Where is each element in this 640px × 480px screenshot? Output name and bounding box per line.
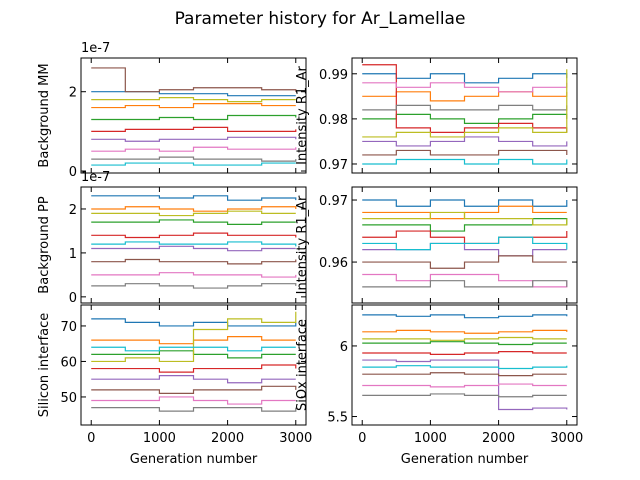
trace-line <box>362 350 567 356</box>
trace-line <box>362 359 568 411</box>
trace-line <box>91 219 296 225</box>
y-axis-label: SiOx interface <box>295 319 310 411</box>
trace-line <box>362 218 568 232</box>
trace-line <box>362 383 567 388</box>
y-tick-label: 0.96 <box>319 256 348 271</box>
x-tick-label: 1000 <box>143 431 176 446</box>
y-tick-label: 0.97 <box>319 194 348 209</box>
y-axis-label: Background MM <box>37 63 52 167</box>
x-tick-label: 2000 <box>482 431 515 446</box>
y-tick-label: 2 <box>69 203 77 218</box>
y-tick-label: 2 <box>69 86 77 101</box>
axes-frame <box>80 186 307 304</box>
trace-line <box>91 136 297 142</box>
plot-area <box>81 187 306 303</box>
trace-line <box>91 272 297 278</box>
y-tick-label: 1 <box>69 247 77 262</box>
y-axis-label: Intensity R1_Ar <box>295 65 310 164</box>
trace-line <box>362 393 567 398</box>
x-tick-label: 3000 <box>279 431 312 446</box>
trace-line <box>91 346 296 352</box>
trace-line <box>362 280 568 288</box>
plot-area <box>352 58 577 173</box>
y-axis-label: Intensity R1_Ar <box>295 195 310 294</box>
trace-line <box>362 255 567 269</box>
trace-line <box>91 114 297 121</box>
offset-text: 1e-7 <box>81 41 110 56</box>
trace-line <box>91 407 297 412</box>
axes-frame <box>80 304 307 426</box>
trace-line <box>91 97 296 103</box>
y-tick-label: 60 <box>60 355 77 370</box>
x-tick-label: 0 <box>358 431 366 446</box>
x-tick-label: 3000 <box>550 431 583 446</box>
trace-line <box>362 69 568 138</box>
trace-line <box>91 241 297 247</box>
trace-line <box>362 158 568 165</box>
y-tick-label: 50 <box>60 391 77 406</box>
trace-line <box>91 396 296 405</box>
trace-line <box>91 67 297 93</box>
axes-frame <box>351 304 578 426</box>
trace-line <box>91 210 296 217</box>
trace-line <box>362 314 568 319</box>
x-tick-label: 1000 <box>414 431 447 446</box>
y-tick-label: 5.5 <box>327 411 348 426</box>
axes-background <box>352 305 577 425</box>
trace-line <box>91 385 297 395</box>
plot-area <box>81 58 306 173</box>
trace-line <box>91 318 297 327</box>
figure-title: Parameter history for Ar_Lamellae <box>175 9 466 29</box>
trace-line <box>91 364 297 373</box>
trace-line <box>91 146 297 152</box>
plot-area <box>81 305 306 425</box>
trace-line <box>362 236 568 251</box>
trace-line <box>91 258 297 265</box>
trace-line <box>362 149 568 156</box>
plot-area <box>352 305 577 425</box>
trace-line <box>91 162 296 166</box>
trace-line <box>362 365 568 370</box>
axes-frame <box>351 186 578 304</box>
trace-line <box>91 311 297 363</box>
y-tick-label: 0.98 <box>319 113 348 128</box>
y-axis-label: Background PP <box>37 196 52 294</box>
trace-line <box>362 104 568 111</box>
trace-line <box>91 283 297 289</box>
y-tick-label: 0 <box>69 291 77 306</box>
plot-area <box>352 187 577 303</box>
trace-line <box>362 372 567 377</box>
trace-line <box>91 245 296 252</box>
y-tick-label: 0.97 <box>319 158 348 173</box>
y-tick-label: 0.99 <box>319 68 348 83</box>
trace-line <box>91 206 297 212</box>
trace-line <box>91 195 297 201</box>
trace-line <box>362 82 568 93</box>
trace-line <box>91 375 296 384</box>
y-tick-label: 70 <box>60 320 77 335</box>
trace-line <box>362 273 568 288</box>
x-tick-label: 2000 <box>211 431 244 446</box>
y-tick-label: 6 <box>340 340 348 355</box>
y-axis-label: Silicon interface <box>37 313 52 418</box>
trace-line <box>362 341 567 346</box>
trace-line <box>362 329 568 334</box>
trace-line <box>91 103 296 109</box>
x-axis-label: Generation number <box>401 452 529 467</box>
trace-line <box>91 156 297 162</box>
trace-line <box>362 336 567 341</box>
trace-line <box>91 232 297 239</box>
x-tick-label: 0 <box>87 431 95 446</box>
axes-frame <box>80 57 307 174</box>
x-axis-label: Generation number <box>130 452 258 467</box>
axes-frame <box>351 57 578 174</box>
trace-line <box>362 230 568 245</box>
y-tick-label: 0 <box>69 165 77 180</box>
offset-text: 1e-7 <box>81 170 110 185</box>
trace-line <box>362 211 568 226</box>
trace-line <box>91 126 297 132</box>
